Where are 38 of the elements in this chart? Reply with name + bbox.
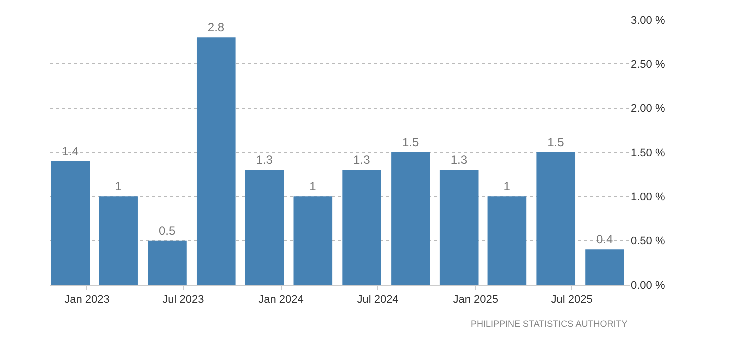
data-label: 1.3 <box>354 153 371 168</box>
data-label: 1 <box>504 180 511 194</box>
x-tick-label: Jul 2024 <box>357 294 399 306</box>
y-tick-label: 2.00 % <box>631 103 666 116</box>
y-tick-label: 0.50 % <box>631 236 666 248</box>
bar <box>342 170 382 285</box>
y-tick-label: 2.50 % <box>631 59 666 72</box>
x-tick-label: Jan 2024 <box>258 294 304 306</box>
data-label: 1.4 <box>62 144 80 158</box>
text: PHILIPPINE STATISTICS AUTHORITY <box>471 319 628 329</box>
data-label: 1.3 <box>256 153 274 168</box>
x-tick-label: Jul 2023 <box>162 294 204 306</box>
bar <box>586 250 624 285</box>
bar <box>196 38 236 285</box>
bar <box>294 196 333 285</box>
y-tick-label: 3.00 % <box>631 14 666 27</box>
y-tick-label: 1.50 % <box>631 147 666 160</box>
x-tick-label: Jan 2023 <box>64 294 110 306</box>
x-tick-label: Jul 2025 <box>551 294 593 306</box>
y-tick-label: 0.00 % <box>631 280 666 292</box>
data-label: 1.5 <box>402 136 420 150</box>
x-tick-label: Jan 2025 <box>453 294 498 306</box>
bar <box>148 240 187 285</box>
data-label: 0.4 <box>596 232 614 247</box>
bar <box>440 170 479 285</box>
bar <box>488 196 527 285</box>
y-tick-label: 1.00 % <box>631 192 666 204</box>
data-label: 2.8 <box>208 20 225 35</box>
bar <box>245 170 284 285</box>
data-label: 0.5 <box>158 224 176 238</box>
data-label: 1.5 <box>548 136 565 150</box>
data-label: 1 <box>310 180 317 194</box>
bar <box>99 196 138 285</box>
bar <box>51 161 90 285</box>
data-label: 1.3 <box>450 153 468 168</box>
bar <box>536 152 576 285</box>
data-label: 1 <box>115 180 122 194</box>
bar <box>392 152 430 285</box>
